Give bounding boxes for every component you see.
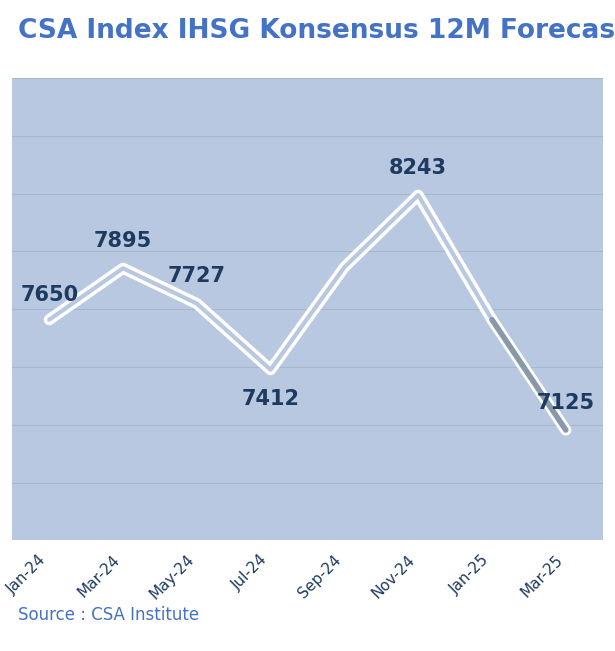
Text: 7650: 7650 [20, 284, 78, 305]
Text: 7412: 7412 [242, 389, 300, 409]
Text: 8243: 8243 [389, 158, 447, 178]
Text: 7895: 7895 [94, 231, 152, 251]
Text: Source : CSA Institute: Source : CSA Institute [18, 606, 200, 624]
Text: 7125: 7125 [537, 393, 595, 413]
Text: CSA Index IHSG Konsensus 12M Forecast: CSA Index IHSG Konsensus 12M Forecast [18, 18, 615, 44]
Text: 7727: 7727 [168, 266, 226, 286]
